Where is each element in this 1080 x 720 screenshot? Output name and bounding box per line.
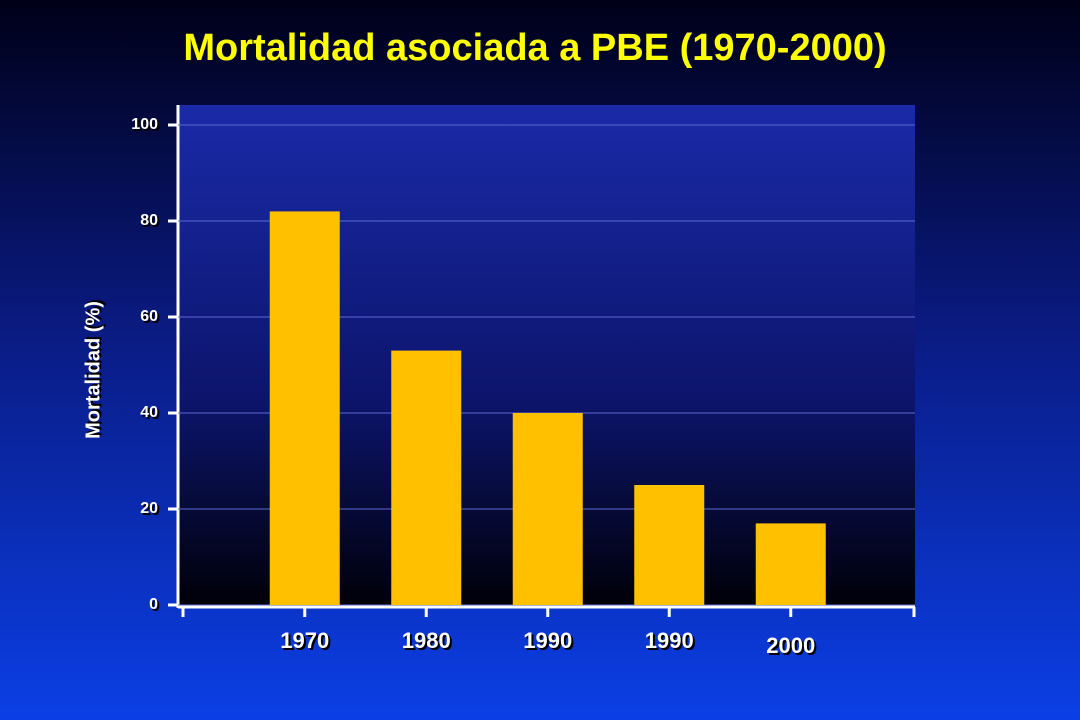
y-tick-label: 100 [131, 116, 158, 133]
x-tick-label: 1990 [523, 628, 572, 653]
x-tick-label: 2000 [766, 633, 815, 658]
bar [391, 350, 462, 605]
y-axis-label: Mortalidad (%) [82, 301, 104, 439]
bar [512, 413, 583, 605]
chart-title: Mortalidad asociada a PBE (1970-2000) [183, 27, 886, 69]
x-tick-label: 1970 [280, 628, 329, 653]
bar [755, 523, 826, 605]
y-tick-label: 0 [149, 596, 158, 613]
y-tick-label: 40 [140, 404, 158, 421]
y-tick-label: 80 [140, 212, 158, 229]
y-tick-label: 20 [140, 500, 158, 517]
y-tick-label: 60 [140, 308, 158, 325]
bar [269, 211, 340, 605]
x-tick-label: 1980 [402, 628, 451, 653]
x-tick-label: 1990 [645, 628, 694, 653]
bar [634, 485, 705, 605]
